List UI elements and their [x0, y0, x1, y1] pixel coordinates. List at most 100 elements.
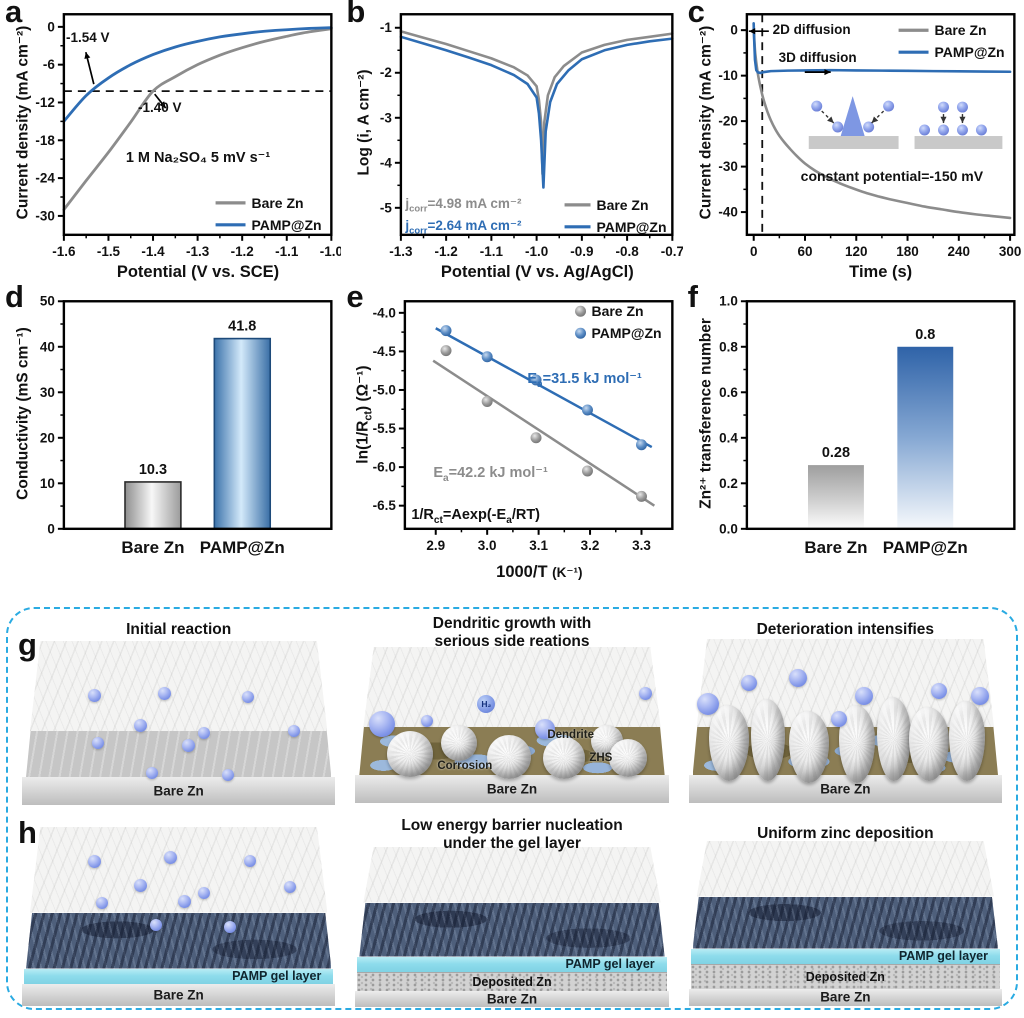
data-point	[582, 404, 594, 416]
series-line	[752, 22, 1012, 75]
zinc-ion-sphere	[830, 711, 847, 727]
bar-PAMP@Zn	[213, 337, 272, 530]
svg-text:-2: -2	[380, 65, 392, 80]
svg-text:PAMP@Zn: PAMP@Zn	[592, 325, 662, 341]
panel-a-xlabel: Potential (V vs. SCE)	[116, 263, 280, 281]
schematic-title: Deterioration intensifies	[756, 621, 935, 638]
data-point	[636, 439, 648, 451]
panel-d: d 10.3 Bare Zn 41.8 PAMP@Zn 0 10 20 30 40 50 Cond…	[0, 279, 341, 585]
deposited-zn-strip: Deposited Zn	[357, 971, 667, 992]
panel-f-ylabel: Zn²⁺ transference number	[697, 318, 715, 509]
plot-frame	[745, 300, 1016, 531]
diffusion-inset-icon	[808, 96, 1003, 149]
panel-b-ylabel: Log (i, A cm⁻²)	[355, 69, 373, 176]
plot-frame	[404, 300, 674, 531]
svg-text:-1.0: -1.0	[525, 244, 548, 259]
dendrite-shape	[908, 707, 949, 781]
axes-ticks: -1.3 -1.2 -1.1 -1.0 -0.9 -0.8 -0.7 -1 -2 -3 -4 -5	[380, 20, 682, 259]
fit-line	[435, 327, 653, 449]
schematic-uniform-deposition: Uniform zinc deposition PAMP gel layer D…	[683, 811, 1008, 1006]
chart-e-arrhenius: 2.9 3.0 3.1 3.2 3.3 -4.0 -4.5 -5.0 -5.5 -6.0 -6.5 B…	[373, 300, 674, 553]
svg-text:-1.1: -1.1	[275, 244, 299, 259]
data-point	[530, 374, 542, 386]
schematic-title: Initial reaction	[126, 621, 232, 638]
schematic-section: g h Initial reaction Bare Zn Dendritic g…	[0, 585, 1024, 1018]
zinc-ion-sphere	[788, 669, 807, 687]
svg-text:-1: -1	[380, 20, 392, 35]
h2-bubble-icon: H₂	[477, 695, 496, 713]
svg-text:40: 40	[40, 339, 55, 354]
svg-text:0.6: 0.6	[719, 385, 738, 400]
bare-zn-base: Bare Zn	[22, 983, 336, 1006]
svg-text:-5.0: -5.0	[373, 382, 396, 397]
electrolyte-block	[696, 840, 994, 897]
zinc-ion-sphere	[284, 880, 296, 893]
svg-text:240: 240	[947, 244, 969, 259]
pamp-gel-strip: PAMP gel layer	[357, 956, 667, 972]
svg-text:0: 0	[47, 19, 55, 34]
svg-text:300: 300	[999, 244, 1021, 259]
dendrite-shape	[788, 711, 829, 783]
svg-text:-0.7: -0.7	[661, 244, 683, 259]
svg-text:PAMP@Zn: PAMP@Zn	[200, 538, 285, 557]
svg-text:-1.2: -1.2	[435, 244, 458, 259]
chart-d-conductivity: 10.3 Bare Zn 41.8 PAMP@Zn 0 10 20 30 40 50	[40, 294, 333, 557]
zinc-ion-sphere	[242, 691, 254, 703]
svg-text:3.1: 3.1	[530, 538, 549, 553]
axes-ticks: 0 10 20 30 40 50	[40, 294, 64, 536]
panel-e-label: e	[346, 279, 364, 314]
panel-a: a -1.6 -1.5 -1.4 -1.3 -1.2 -1.1 -1.0 0 -6 -12 -18-…	[0, 0, 341, 285]
svg-text:-30: -30	[35, 208, 54, 223]
svg-text:-1.0: -1.0	[320, 244, 342, 259]
svg-text:-18: -18	[35, 133, 55, 148]
panel-c-ylabel: Current density (mA cm⁻²)	[697, 25, 715, 220]
chart-a-lsv: -1.6 -1.5 -1.4 -1.3 -1.2 -1.1 -1.0 0 -6 -12 -18 -24…	[35, 13, 342, 259]
svg-text:-10: -10	[718, 68, 737, 83]
svg-text:30: 30	[40, 385, 55, 400]
dendrite-shape	[441, 725, 478, 761]
zinc-ion-sphere	[696, 693, 719, 715]
schematic-deterioration: Deterioration intensifies Bare Zn	[683, 613, 1008, 807]
series-line	[752, 26, 1012, 220]
svg-text:Bare Zn: Bare Zn	[121, 538, 184, 557]
schematic-dendritic-growth: Dendritic growth with serious side reati…	[349, 613, 674, 807]
panel-a-ylabel: Current density (mA cm⁻²)	[14, 25, 32, 220]
zinc-ion-sphere	[134, 878, 147, 892]
schematic-title: Dendritic growth with serious side reati…	[432, 615, 592, 651]
svg-text:10.3: 10.3	[139, 462, 167, 478]
data-point	[582, 465, 594, 477]
bare-zn-base: Bare Zn	[355, 990, 669, 1007]
panel-a-label: a	[5, 0, 23, 29]
dendrite-shape	[609, 739, 648, 777]
panel-e-xlabel: 1000/T (K⁻¹)	[496, 563, 583, 581]
svg-text:-1.4: -1.4	[141, 244, 165, 259]
chart-f-transference: 0.28 Bare Zn 0.8 PAMP@Zn 0.0 0.2 0.4 0.6 0.8 1.0	[719, 294, 1016, 557]
zinc-ion-sphere	[930, 683, 947, 699]
svg-text:Bare Zn: Bare Zn	[597, 197, 649, 213]
zinc-ion-sphere	[88, 854, 101, 868]
svg-text:0.28: 0.28	[822, 445, 850, 461]
svg-text:Bare Zn: Bare Zn	[592, 303, 644, 319]
annotation-pamp-jcorr: jcorr=2.64 mA cm⁻²	[405, 218, 522, 237]
svg-text:0.8: 0.8	[719, 339, 738, 354]
plot-frame	[62, 300, 333, 531]
zinc-ion-sphere	[182, 739, 195, 752]
bare-zn-base: Bare Zn	[355, 775, 669, 803]
svg-text:0.8: 0.8	[915, 327, 935, 343]
svg-text:-1.1: -1.1	[480, 244, 504, 259]
data-point	[530, 432, 542, 444]
gel-layer-top	[359, 902, 665, 957]
electrolyte-block	[363, 846, 661, 903]
zinc-ion-sphere	[198, 886, 210, 899]
svg-text:60: 60	[797, 244, 812, 259]
svg-text:0.0: 0.0	[719, 521, 738, 536]
dendrite-shape	[750, 699, 785, 781]
data-point	[440, 325, 452, 337]
svg-text:0: 0	[47, 521, 55, 536]
zinc-ion-sphere	[146, 767, 158, 779]
chart-b-tafel: -1.3 -1.2 -1.1 -1.0 -0.9 -0.8 -0.7 -1 -2 -3 -4 -5 Ba…	[380, 13, 683, 259]
gel-layer-top	[26, 912, 332, 969]
dendrite-shape	[543, 737, 586, 779]
bare-zn-base: Bare Zn	[688, 988, 1002, 1006]
zinc-ion-sphere	[970, 687, 989, 705]
